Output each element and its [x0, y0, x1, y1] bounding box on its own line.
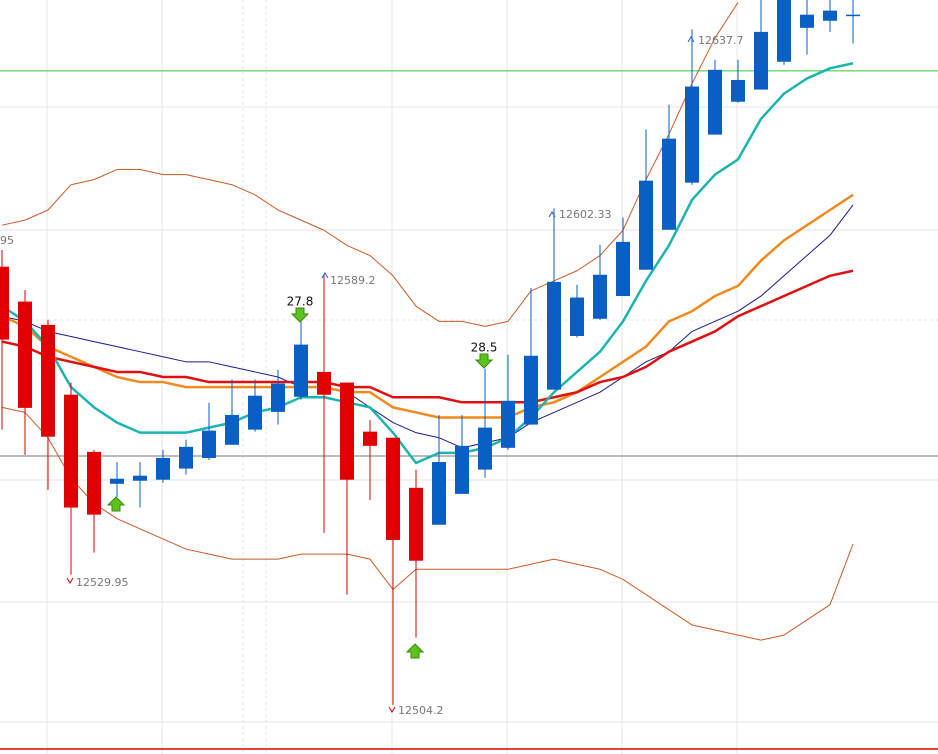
candle-body [731, 79, 745, 102]
candle-body [409, 487, 423, 561]
candle-body [547, 281, 561, 390]
candle-body [248, 395, 262, 430]
indicator-line [1, 204, 854, 449]
candle-body [800, 14, 814, 28]
marker [687, 36, 695, 43]
price-label: 12504.2 [398, 704, 444, 717]
candle-body [340, 382, 354, 480]
signal-label: 28.5 [471, 341, 498, 355]
indicator-line [1, 193, 854, 419]
marker [66, 577, 74, 584]
indicator-line [1, 62, 854, 465]
plot [0, 0, 938, 705]
candle-body [593, 274, 607, 319]
candle-body [708, 69, 722, 135]
indicator-line [1, 2, 739, 327]
candle-body [179, 446, 193, 469]
candle-body [570, 297, 584, 337]
marker [388, 706, 396, 713]
marker [321, 272, 329, 279]
candle-body [202, 430, 216, 458]
price-label: 95 [0, 234, 14, 247]
candle-body [110, 478, 124, 484]
annotations: 95 12589.2 12602.33 12637.7 12529.95 125… [0, 34, 744, 717]
candle-body [777, 0, 791, 62]
buy-arrow [405, 643, 425, 659]
candle-body [386, 437, 400, 540]
candle-body [685, 86, 699, 183]
sell-arrow [474, 353, 494, 369]
candle-body [478, 427, 492, 470]
candle-body [455, 445, 469, 494]
candle-body [616, 241, 630, 297]
candle-body [271, 383, 285, 412]
candle-body [0, 266, 9, 340]
candle-body [363, 431, 377, 446]
candle-body [18, 301, 32, 408]
candle-body [524, 355, 538, 425]
candle-body [639, 180, 653, 270]
candle-body [754, 31, 768, 90]
price-label: 12529.95 [76, 576, 129, 589]
candle-body [823, 10, 837, 21]
signal-label: 27.8 [287, 295, 314, 309]
candle-body [662, 138, 676, 230]
candle-body [501, 400, 515, 448]
candle-body [41, 324, 55, 437]
candle-body [87, 451, 101, 515]
candle-body [317, 371, 331, 395]
candle-body [294, 344, 308, 397]
price-label: 12637.7 [698, 34, 744, 47]
candle-body [432, 462, 446, 525]
candle-body [64, 394, 78, 508]
indicator-line [1, 269, 854, 404]
buy-arrow [106, 496, 126, 512]
sell-arrow [290, 307, 310, 323]
marker [548, 211, 556, 218]
price-label: 12589.2 [330, 274, 376, 287]
candle-body [846, 14, 860, 17]
candle-body [225, 414, 239, 445]
indicator-line [1, 406, 854, 641]
price-label: 12602.33 [559, 208, 612, 221]
candle-body [156, 457, 170, 480]
candle-body [133, 475, 147, 481]
